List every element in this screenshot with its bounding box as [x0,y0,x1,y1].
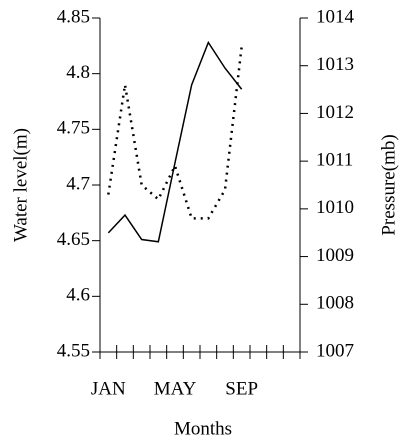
y2-tick-label: 1010 [316,197,354,218]
y-tick-label: 4.6 [66,285,90,306]
y2-axis-label: Pressure(mb) [378,134,399,235]
y2-tick-label: 1008 [316,293,354,314]
x-axis-label: Months [174,418,232,439]
y-tick-label: 4.55 [57,340,90,361]
y-tick-label: 4.65 [57,229,90,250]
y-tick-label: 4.8 [66,62,90,83]
y-tick-label: 4.75 [57,118,90,139]
x-tick-label: JAN [91,378,126,399]
series-line [107,40,243,243]
y-tick-label: 4.85 [57,6,90,27]
y2-tick-label: 1011 [316,150,353,171]
y2-tick-label: 1013 [316,54,354,75]
y-tick-label: 4.7 [66,173,90,194]
x-tick-label: SEP [225,378,258,399]
y2-tick-label: 1014 [316,6,355,27]
y2-tick-label: 1012 [316,102,354,123]
x-tick-label: MAY [154,378,197,399]
y-axis-label: Water level(m) [10,128,31,242]
y2-tick-label: 1007 [316,340,354,361]
series-line [107,46,243,220]
y2-tick-label: 1009 [316,245,354,266]
